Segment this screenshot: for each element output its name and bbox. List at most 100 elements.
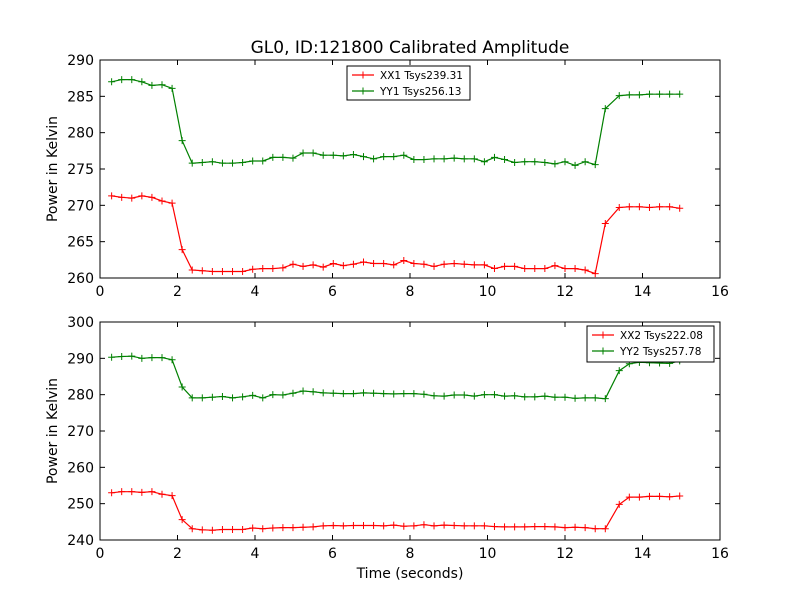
x-tick-label: 0 xyxy=(96,546,105,562)
data-point xyxy=(410,156,418,164)
data-point xyxy=(430,522,438,530)
data-point xyxy=(339,262,347,270)
legend: XX2 Tsys222.08 YY2 Tsys257.78 xyxy=(586,325,715,363)
legend-label: YY1 Tsys256.13 xyxy=(379,86,461,98)
data-point xyxy=(269,153,277,161)
y-tick-label: 265 xyxy=(67,235,94,251)
data-point xyxy=(329,151,337,159)
data-point xyxy=(158,354,166,362)
data-point xyxy=(511,523,519,531)
y-tick-label: 290 xyxy=(67,351,94,367)
data-point xyxy=(168,492,176,500)
bottom-panel: 0 2 4 6 8 10 12 14 16 240 250 260 270 280 290 300 Power … xyxy=(45,315,729,562)
data-point xyxy=(118,193,126,201)
data-point xyxy=(218,267,226,275)
data-point xyxy=(615,204,623,212)
data-point xyxy=(148,488,156,496)
data-point xyxy=(440,521,448,529)
data-point xyxy=(299,149,307,157)
top-panel: 0 2 4 6 8 10 12 14 16 260 265 270 275 280 285 290 Power … xyxy=(45,53,729,300)
data-point xyxy=(470,261,478,269)
data-point xyxy=(581,158,589,166)
legend-marker xyxy=(599,331,607,339)
data-point xyxy=(259,157,267,165)
data-point xyxy=(656,492,664,500)
data-point xyxy=(410,522,418,530)
legend-box xyxy=(346,65,471,101)
x-tick-label: 0 xyxy=(96,284,105,300)
data-point xyxy=(138,488,146,496)
data-point xyxy=(380,259,388,267)
data-point xyxy=(420,156,428,164)
data-point xyxy=(349,260,357,268)
data-point xyxy=(249,391,257,399)
data-point xyxy=(430,262,438,270)
data-point xyxy=(521,523,529,531)
data-point xyxy=(601,395,609,403)
data-point xyxy=(400,151,408,159)
data-point xyxy=(339,522,347,530)
x-tick-label: 6 xyxy=(328,284,337,300)
y-tick-label: 240 xyxy=(67,533,94,549)
data-point xyxy=(299,523,307,531)
data-point xyxy=(319,263,327,271)
data-point xyxy=(440,155,448,163)
data-point xyxy=(370,389,378,397)
figure-title: GL0, ID:121800 Calibrated Amplitude xyxy=(251,38,570,58)
data-point xyxy=(229,394,237,402)
data-point xyxy=(625,493,633,501)
data-point xyxy=(676,90,684,98)
data-point xyxy=(615,92,623,100)
data-point xyxy=(430,155,438,163)
data-point xyxy=(168,356,176,364)
data-point xyxy=(269,265,277,273)
data-point xyxy=(490,391,498,399)
x-tick-label: 12 xyxy=(556,284,574,300)
data-point xyxy=(239,267,247,275)
data-point xyxy=(128,76,136,84)
legend: XX1 Tsys239.31 YY1 Tsys256.13 xyxy=(346,65,471,101)
x-axis-label: Time (seconds) xyxy=(356,566,464,582)
data-point xyxy=(239,393,247,401)
data-point xyxy=(208,393,216,401)
data-point xyxy=(440,392,448,400)
data-point xyxy=(370,155,378,163)
data-point xyxy=(148,81,156,89)
y-tick-label: 300 xyxy=(67,315,94,331)
data-point xyxy=(480,391,488,399)
data-point xyxy=(460,522,468,530)
data-point xyxy=(591,525,599,533)
data-point xyxy=(521,393,529,401)
data-point xyxy=(450,154,458,162)
data-point xyxy=(390,390,398,398)
x-tick-label: 2 xyxy=(173,546,182,562)
data-point xyxy=(440,260,448,268)
legend-marker xyxy=(359,87,367,95)
data-point xyxy=(108,353,116,361)
data-point xyxy=(138,354,146,362)
plot-frame xyxy=(99,59,721,279)
data-point xyxy=(198,394,206,402)
x-tick-label: 12 xyxy=(556,546,574,562)
data-point xyxy=(601,105,609,113)
data-point xyxy=(420,390,428,398)
data-point xyxy=(480,522,488,530)
data-point xyxy=(249,265,257,273)
data-point xyxy=(360,389,367,397)
data-point xyxy=(571,523,579,531)
data-point xyxy=(309,388,317,396)
data-point xyxy=(400,257,408,265)
data-point xyxy=(501,156,509,164)
data-point xyxy=(450,259,458,267)
data-point xyxy=(279,264,287,272)
data-point xyxy=(420,521,428,529)
data-point xyxy=(501,262,509,270)
x-tick-label: 10 xyxy=(479,546,497,562)
data-point xyxy=(229,159,237,167)
data-point xyxy=(390,521,398,529)
data-point xyxy=(390,261,398,269)
data-point xyxy=(188,394,196,402)
data-point xyxy=(158,197,166,205)
data-point xyxy=(279,391,287,399)
data-point xyxy=(521,158,529,166)
